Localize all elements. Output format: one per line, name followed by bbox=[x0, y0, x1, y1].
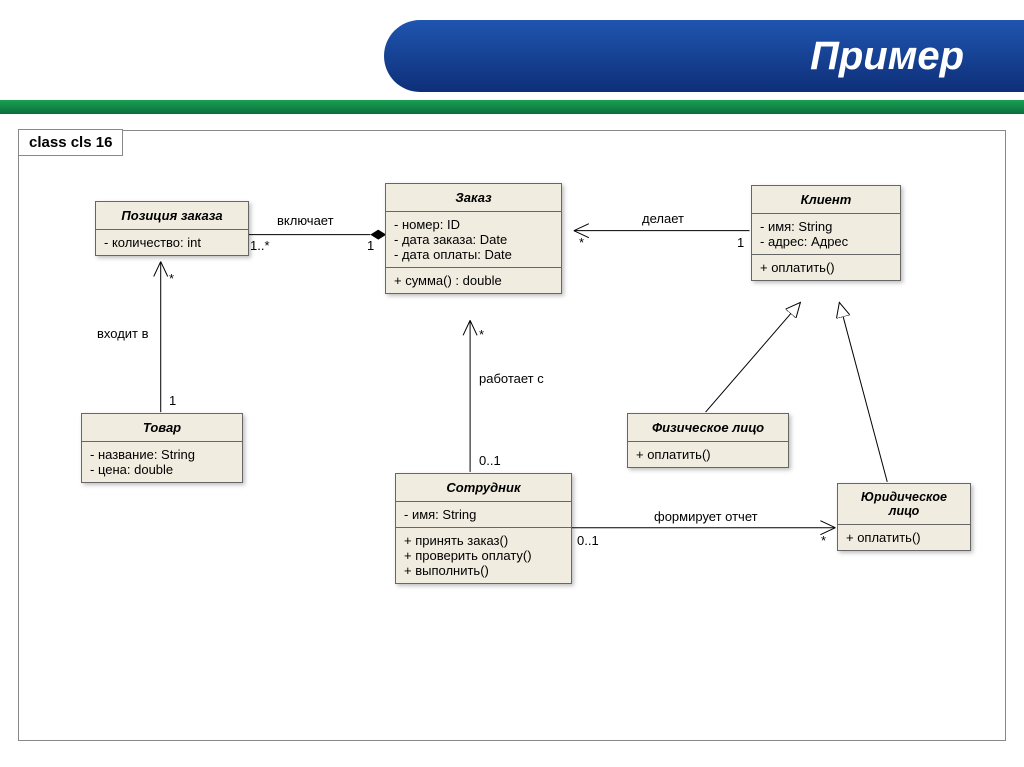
op: + сумма() : double bbox=[394, 273, 553, 288]
slide: Пример class cls 16 bbox=[0, 0, 1024, 767]
class-product: Товар - название: String - цена: double bbox=[81, 413, 243, 483]
class-title: Юридическое лицо bbox=[838, 484, 970, 525]
class-title: Заказ bbox=[386, 184, 561, 212]
attr: - номер: ID bbox=[394, 217, 553, 232]
class-attrs: - название: String - цена: double bbox=[82, 442, 242, 482]
class-title: Клиент bbox=[752, 186, 900, 214]
class-attrs: - количество: int bbox=[96, 230, 248, 255]
mult: 1 bbox=[737, 235, 744, 250]
class-phys: Физическое лицо + оплатить() bbox=[627, 413, 789, 468]
mult: * bbox=[821, 533, 826, 548]
attr: - имя: String bbox=[404, 507, 563, 522]
attr: - имя: String bbox=[760, 219, 892, 234]
attr: - дата заказа: Date bbox=[394, 232, 553, 247]
header-title: Пример bbox=[810, 34, 964, 79]
mult: 1 bbox=[169, 393, 176, 408]
class-client: Клиент - имя: String - адрес: Адрес + оп… bbox=[751, 185, 901, 281]
mult: 0..1 bbox=[479, 453, 501, 468]
class-title: Физическое лицо bbox=[628, 414, 788, 442]
mult: 1 bbox=[367, 238, 374, 253]
attr: - название: String bbox=[90, 447, 234, 462]
class-order: Заказ - номер: ID - дата заказа: Date - … bbox=[385, 183, 562, 294]
label-report: формирует отчет bbox=[654, 509, 758, 524]
label-makes: делает bbox=[642, 211, 684, 226]
green-divider bbox=[0, 100, 1024, 114]
class-legal: Юридическое лицо + оплатить() bbox=[837, 483, 971, 551]
class-ops: + оплатить() bbox=[838, 525, 970, 550]
attr: - цена: double bbox=[90, 462, 234, 477]
label-works: работает с bbox=[479, 371, 544, 386]
mult: * bbox=[479, 327, 484, 342]
label-includes: включает bbox=[277, 213, 334, 228]
class-attrs: - имя: String - адрес: Адрес bbox=[752, 214, 900, 255]
attr: - количество: int bbox=[104, 235, 240, 250]
mult: * bbox=[169, 271, 174, 286]
class-employee: Сотрудник - имя: String + принять заказ(… bbox=[395, 473, 572, 584]
attr: - дата оплаты: Date bbox=[394, 247, 553, 262]
frame-label: class cls 16 bbox=[18, 129, 123, 156]
mult: 1..* bbox=[250, 238, 270, 253]
class-ops: + принять заказ() + проверить оплату() +… bbox=[396, 528, 571, 583]
class-title: Товар bbox=[82, 414, 242, 442]
class-ops: + оплатить() bbox=[752, 255, 900, 280]
class-title: Сотрудник bbox=[396, 474, 571, 502]
class-ops: + сумма() : double bbox=[386, 268, 561, 293]
label-partof: входит в bbox=[97, 326, 149, 341]
op: + принять заказ() bbox=[404, 533, 563, 548]
class-position: Позиция заказа - количество: int bbox=[95, 201, 249, 256]
mult: * bbox=[579, 235, 584, 250]
op: + проверить оплату() bbox=[404, 548, 563, 563]
header-banner: Пример bbox=[384, 20, 1024, 92]
class-ops: + оплатить() bbox=[628, 442, 788, 467]
op: + оплатить() bbox=[846, 530, 962, 545]
mult: 0..1 bbox=[577, 533, 599, 548]
class-attrs: - имя: String bbox=[396, 502, 571, 528]
attr: - адрес: Адрес bbox=[760, 234, 892, 249]
op: + выполнить() bbox=[404, 563, 563, 578]
diagram-frame: class cls 16 bbox=[18, 130, 1006, 741]
op: + оплатить() bbox=[636, 447, 780, 462]
class-title: Позиция заказа bbox=[96, 202, 248, 230]
class-attrs: - номер: ID - дата заказа: Date - дата о… bbox=[386, 212, 561, 268]
op: + оплатить() bbox=[760, 260, 892, 275]
